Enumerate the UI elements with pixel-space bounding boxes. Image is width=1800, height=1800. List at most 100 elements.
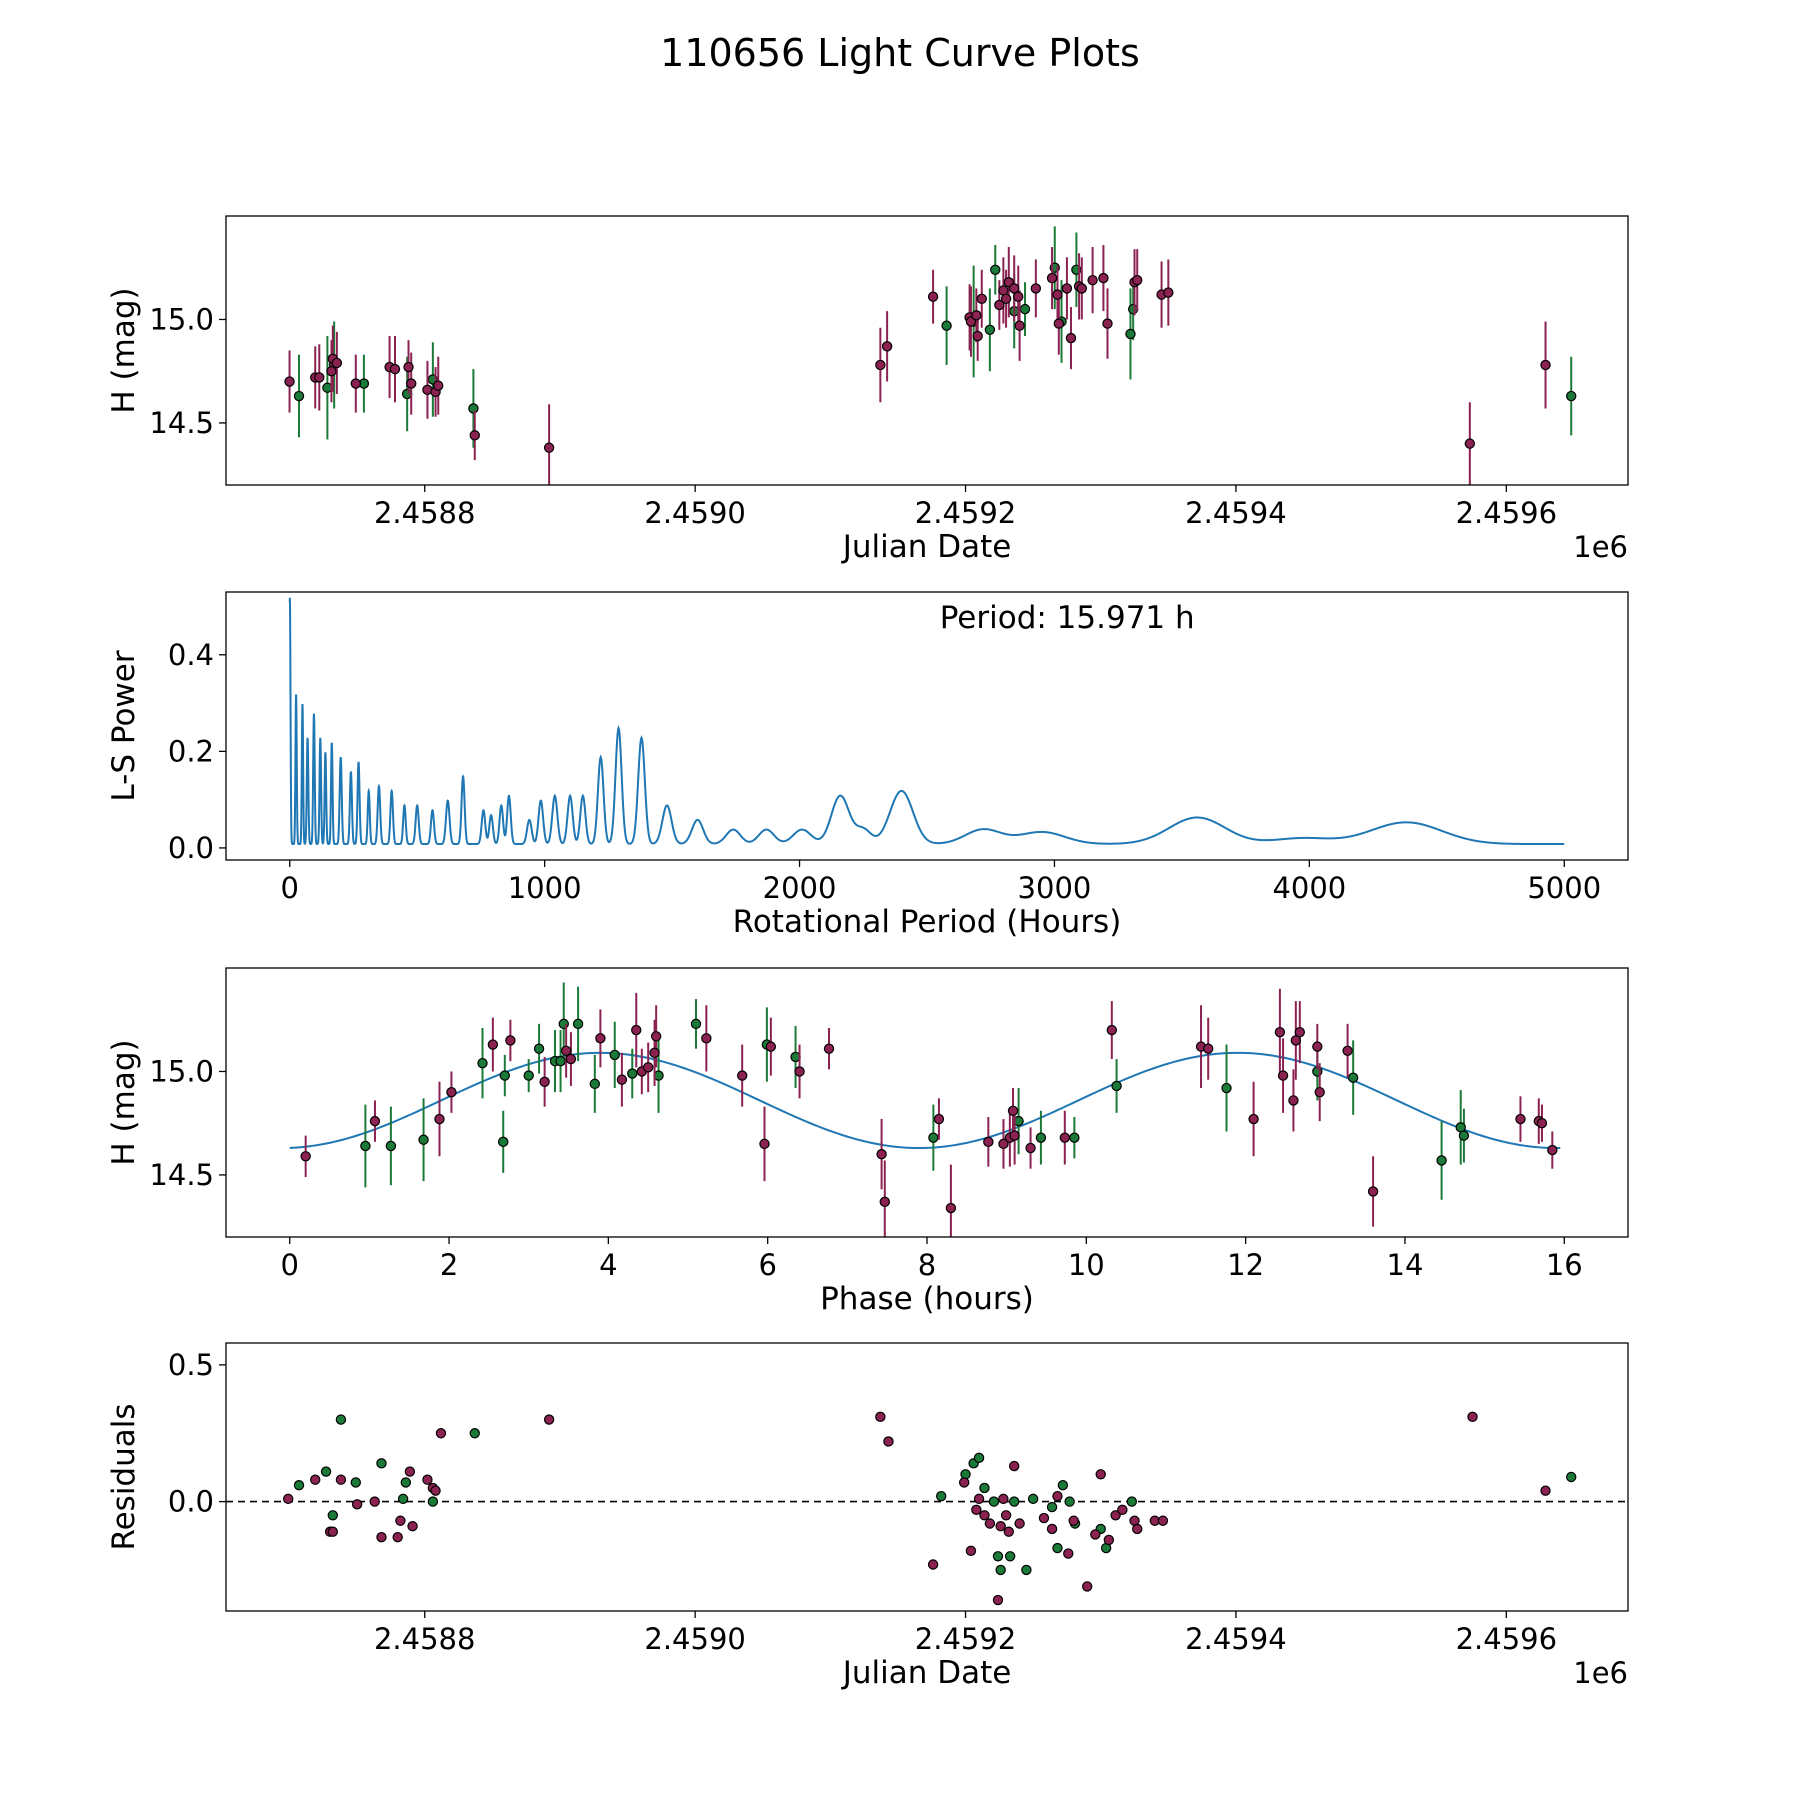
series-magenta-filter (300, 988, 1558, 1237)
raw-data-layer (284, 226, 1577, 485)
data-point (1046, 1501, 1058, 1513)
data-point (1132, 274, 1143, 286)
data-point (631, 1024, 642, 1036)
data-point (335, 1414, 347, 1425)
y-tick-label: 0.0 (168, 1485, 214, 1519)
y-tick-label: 14.5 (149, 406, 214, 440)
data-point (418, 1134, 429, 1145)
data-point (487, 1039, 499, 1050)
data-point (1106, 1024, 1118, 1036)
x-tick-label: 2.4596 (1456, 1622, 1557, 1656)
x-axis-label: Julian Date (841, 529, 1012, 565)
data-point (1000, 293, 1012, 304)
data-point (879, 1196, 890, 1208)
y-axis-label: H (mag) (106, 287, 142, 413)
data-point (397, 1493, 409, 1505)
data-point (701, 1033, 712, 1044)
x-axis-label: Phase (hours) (820, 1281, 1034, 1317)
x-offset-label: 1e6 (1573, 1656, 1628, 1690)
data-point (335, 1474, 347, 1485)
x-tick-label: 10 (1068, 1248, 1105, 1282)
data-point (965, 1545, 977, 1557)
data-point (1009, 1130, 1020, 1141)
data-point (523, 1070, 534, 1081)
data-point (971, 1504, 982, 1516)
data-point (1052, 1542, 1063, 1554)
period-annotation: Period: 15.971 h (940, 600, 1195, 636)
series-magenta-filter (282, 1411, 1551, 1606)
data-point (505, 1035, 516, 1046)
data-point (1065, 332, 1077, 344)
data-point (351, 1499, 363, 1510)
x-axis-label: Julian Date (841, 1655, 1012, 1691)
x-tick-label: 16 (1546, 1248, 1583, 1282)
x-tick-label: 0 (281, 1248, 299, 1282)
x-tick-label: 4000 (1272, 871, 1346, 905)
data-point (350, 378, 361, 389)
data-point (369, 1115, 381, 1127)
data-point (973, 1493, 985, 1505)
data-point (284, 376, 295, 387)
axes-frame (225, 215, 1629, 486)
data-point (406, 378, 417, 389)
data-point (1467, 1411, 1478, 1423)
data-point (1059, 1132, 1071, 1143)
axes-frame (225, 591, 1629, 861)
data-point (1009, 283, 1020, 294)
x-tick-label: 2.4592 (915, 496, 1016, 530)
data-point (1009, 1460, 1020, 1472)
x-tick-label: 4 (599, 1248, 617, 1282)
data-point (434, 1113, 445, 1125)
x-tick-label: 0 (281, 871, 299, 905)
data-point (616, 1074, 628, 1085)
data-point (1110, 1510, 1121, 1521)
data-point (883, 1436, 894, 1447)
data-point (331, 357, 343, 369)
y-axis-label: L-S Power (106, 650, 142, 801)
x-tick-label: 2.4590 (644, 1622, 745, 1656)
data-point (385, 1140, 397, 1152)
data-point (1157, 1515, 1169, 1526)
data-point (326, 365, 337, 377)
data-point (392, 1531, 403, 1543)
data-point (310, 1474, 321, 1485)
x-tick-label: 8 (918, 1248, 936, 1282)
data-point (1064, 1496, 1075, 1507)
data-point (589, 1078, 601, 1090)
y-tick-label: 0.0 (168, 831, 214, 865)
data-point (927, 291, 939, 302)
phased-data-layer (289, 982, 1561, 1237)
data-point (971, 310, 982, 321)
data-point (539, 1076, 550, 1088)
data-point (976, 293, 987, 304)
data-point (543, 442, 555, 453)
data-point (1095, 1469, 1106, 1480)
data-point (609, 1049, 620, 1061)
data-point (404, 1466, 416, 1477)
axes-periodogram: 0 1000 2000 3000 4000 5000 0.0 0.2 0.4 Rotational… (106, 591, 1629, 940)
x-tick-label: 3000 (1018, 871, 1092, 905)
data-point (958, 1477, 970, 1488)
axes-frame (225, 967, 1629, 1238)
data-point (1566, 390, 1577, 402)
data-point (1046, 272, 1058, 284)
data-point (395, 1515, 406, 1526)
data-point (627, 1068, 638, 1079)
data-point (1436, 1155, 1447, 1166)
data-point (468, 403, 479, 414)
data-point (1277, 1070, 1289, 1081)
data-point (1038, 1512, 1050, 1524)
data-point (992, 1594, 1004, 1606)
data-point (1248, 1113, 1259, 1125)
x-tick-label: 2.4594 (1185, 1622, 1286, 1656)
data-point (1464, 438, 1476, 449)
data-point (1021, 1564, 1032, 1576)
data-point (984, 1518, 996, 1529)
data-point (1540, 1485, 1551, 1496)
data-point (1221, 1082, 1232, 1094)
x-tick-label: 14 (1387, 1248, 1424, 1282)
data-point (984, 324, 996, 336)
x-tick-label: 2.4596 (1456, 496, 1557, 530)
data-point (1046, 1523, 1058, 1535)
data-point (1342, 1045, 1353, 1056)
